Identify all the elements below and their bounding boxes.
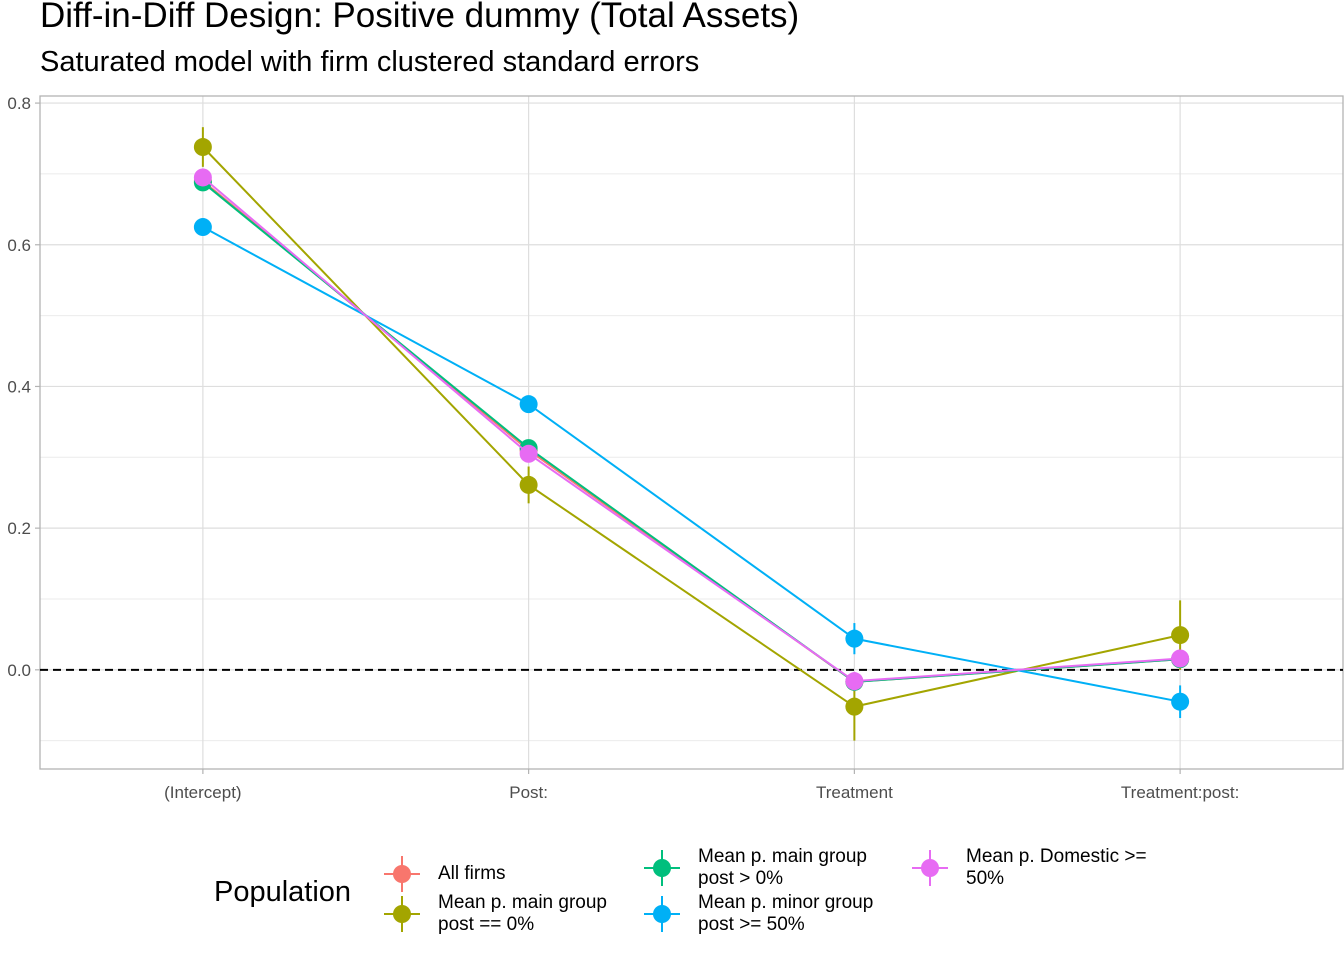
data-point	[519, 395, 538, 414]
data-point	[519, 444, 538, 463]
data-point	[845, 697, 864, 716]
chart-title: Diff-in-Diff Design: Positive dummy (Tot…	[40, 0, 800, 35]
series-line	[202, 180, 1181, 683]
series	[193, 127, 1190, 741]
axes: 0.0 0.2 0.4 0.6 0.8 (Intercept) Post: Treatment…	[7, 94, 1344, 802]
legend-key-point	[653, 905, 671, 923]
legend-title: Population	[214, 876, 352, 908]
legend-key-point	[653, 859, 671, 877]
legend-label: All firms	[438, 863, 506, 884]
legend-item: Mean p. main group post == 0%	[382, 892, 607, 936]
legend-key	[644, 850, 680, 886]
y-tick-label: 0.4	[7, 377, 31, 396]
legend-key	[384, 856, 420, 892]
series-1	[193, 127, 1190, 741]
legend: Population All firms Mean p. main group p…	[214, 846, 1214, 946]
data-point	[845, 672, 864, 691]
x-tick-label: Treatment	[816, 783, 893, 802]
legend-key-point	[921, 859, 939, 877]
legend-key	[644, 896, 680, 932]
x-tick-label: Treatment:post:	[1121, 783, 1239, 802]
y-tick-label: 0.2	[7, 519, 31, 538]
data-point	[193, 168, 212, 187]
legend-label: Mean p. main group post == 0%	[438, 892, 607, 935]
legend-label: Mean p. main group post > 0%	[698, 846, 867, 889]
data-point	[1171, 649, 1190, 668]
data-point	[193, 218, 212, 237]
chart-subtitle: Saturated model with firm clustered stan…	[40, 46, 700, 78]
grid	[40, 96, 1343, 769]
legend-item: Mean p. main group post > 0%	[642, 846, 867, 890]
y-tick-label: 0.0	[7, 661, 31, 680]
legend-item: Mean p. minor group post >= 50%	[642, 892, 873, 936]
series-0	[193, 172, 1190, 692]
series-line	[202, 146, 1181, 708]
series-line	[202, 181, 1181, 683]
series-2	[193, 173, 1190, 692]
y-tick-label: 0.6	[7, 236, 31, 255]
series-line	[202, 176, 1181, 683]
data-point	[519, 475, 538, 494]
series-4	[193, 168, 1190, 691]
data-point	[1171, 626, 1190, 645]
data-point	[845, 629, 864, 648]
y-tick-label: 0.8	[7, 94, 31, 113]
legend-label: Mean p. Domestic >= 50%	[966, 846, 1147, 889]
legend-key-point	[393, 865, 411, 883]
x-tick-label: Post:	[509, 783, 548, 802]
legend-label: Mean p. minor group post >= 50%	[698, 892, 874, 935]
legend-key	[384, 896, 420, 932]
data-point	[193, 138, 212, 157]
plot-area: 0.0 0.2 0.4 0.6 0.8 (Intercept) Post: Treatment…	[7, 94, 1344, 802]
legend-key-point	[393, 905, 411, 923]
panel-border	[39, 95, 1344, 770]
legend-item: All firms	[382, 854, 506, 894]
x-tick-label: (Intercept)	[164, 783, 241, 802]
legend-key	[912, 850, 948, 886]
legend-item: Mean p. Domestic >= 50%	[910, 846, 1147, 890]
data-point	[1171, 692, 1190, 711]
